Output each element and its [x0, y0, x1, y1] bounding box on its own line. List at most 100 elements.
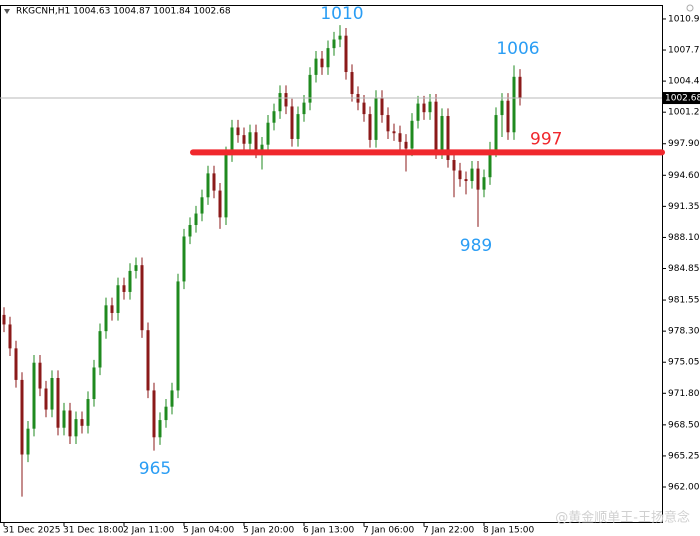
- candle-body: [350, 72, 354, 95]
- candle-body: [224, 154, 228, 218]
- candle-body: [86, 399, 90, 426]
- y-tick-label: 981.55: [668, 296, 700, 306]
- y-tick-label: 984.85: [668, 264, 700, 274]
- candle-body: [290, 106, 294, 139]
- candle-body: [386, 115, 390, 132]
- x-tick-label: 7 Jan 06:00: [363, 526, 415, 536]
- corner-icon[interactable]: [686, 4, 694, 12]
- candle-body: [434, 101, 438, 152]
- candle-body: [188, 225, 192, 237]
- candle-body: [248, 132, 252, 144]
- candle-body: [26, 428, 30, 455]
- candle-body: [392, 131, 396, 134]
- candle-body: [122, 285, 126, 292]
- y-tick-label: 1010.95: [668, 14, 700, 24]
- candle-body: [254, 132, 258, 151]
- candle-body: [464, 179, 468, 182]
- candle-body: [416, 103, 420, 121]
- candle-body: [266, 122, 270, 145]
- candle-body: [302, 102, 306, 115]
- candle-body: [164, 406, 168, 421]
- symbol-icon: [4, 9, 10, 14]
- y-tick-label: 1004.45: [668, 77, 700, 87]
- candle-body: [68, 410, 72, 437]
- candle-body: [482, 177, 486, 190]
- candle-body: [380, 97, 384, 116]
- y-tick-label: 994.60: [668, 171, 700, 181]
- x-tick-label: 5 Jan 20:00: [243, 526, 295, 536]
- candle-body: [206, 173, 210, 198]
- x-tick-label: 31 Dec 2025: [3, 526, 61, 536]
- candle-body: [44, 388, 48, 410]
- candle-body: [182, 236, 186, 282]
- y-tick-label: 975.05: [668, 358, 700, 368]
- x-tick-label: 31 Dec 18:00: [63, 526, 124, 536]
- candle-body: [32, 362, 36, 429]
- candle-body: [278, 93, 282, 112]
- candle-body: [74, 419, 78, 437]
- watermark: @黄金顺单王-王扬意念: [555, 510, 690, 526]
- candle-body: [14, 348, 18, 380]
- candle-body: [368, 114, 372, 140]
- candle-body: [8, 324, 12, 349]
- y-tick-label: 968.50: [668, 420, 700, 430]
- candle-body: [458, 170, 462, 180]
- x-tick-label: 7 Jan 22:00: [423, 526, 475, 536]
- annotation: 989: [460, 236, 492, 256]
- annotation: 965: [139, 459, 171, 479]
- candle-body: [152, 390, 156, 438]
- candle-body: [272, 111, 276, 123]
- candle-body: [314, 58, 318, 75]
- candle-body: [494, 115, 498, 150]
- x-tick-label: 8 Jan 15:00: [483, 526, 535, 536]
- price-label: 1002.68: [665, 94, 700, 104]
- candle-body: [476, 168, 480, 190]
- candle-body: [242, 135, 246, 144]
- candle-body: [296, 114, 300, 139]
- candle-body: [236, 127, 240, 136]
- y-tick-label: 965.25: [668, 451, 700, 461]
- candle-body: [158, 420, 162, 438]
- candle-body: [62, 410, 66, 428]
- candle-body: [410, 120, 414, 149]
- candle-body: [488, 149, 492, 178]
- candle-body: [470, 168, 474, 182]
- candle-body: [284, 93, 288, 107]
- candle-body: [56, 378, 60, 428]
- candle-body: [80, 419, 84, 426]
- candle-body: [116, 285, 120, 313]
- candle-body: [428, 101, 432, 113]
- y-tick-label: 1007.70: [668, 46, 700, 56]
- candle-body: [404, 141, 408, 149]
- x-tick-label: 2 Jan 11:00: [123, 526, 175, 536]
- annotation: 1006: [496, 39, 539, 59]
- candle-body: [260, 144, 264, 151]
- candle-body: [200, 197, 204, 214]
- x-tick-label: 6 Jan 13:00: [303, 526, 355, 536]
- y-tick-label: 978.30: [668, 327, 700, 337]
- y-tick-label: 962.00: [668, 483, 700, 493]
- y-tick-label: 1001.20: [668, 108, 700, 118]
- candle-body: [170, 390, 174, 407]
- candle-body: [212, 173, 216, 191]
- candle-body: [452, 159, 456, 171]
- candle-body: [140, 265, 144, 331]
- candle-body: [104, 305, 108, 332]
- candle-body: [326, 48, 330, 68]
- candle-body: [500, 100, 504, 116]
- candle-body: [374, 97, 378, 140]
- candle-body: [422, 103, 426, 113]
- plot-frame: [0, 5, 663, 523]
- candle-body: [92, 367, 96, 400]
- candle-body: [308, 74, 312, 103]
- candle-body: [440, 116, 444, 152]
- candle-body: [2, 314, 6, 325]
- candle-body: [362, 102, 366, 115]
- candle-body: [38, 362, 42, 389]
- candle-body: [344, 35, 348, 73]
- x-tick-label: 5 Jan 04:00: [183, 526, 235, 536]
- candle-body: [512, 76, 516, 133]
- candle-body: [176, 281, 180, 391]
- candle-body: [50, 378, 54, 410]
